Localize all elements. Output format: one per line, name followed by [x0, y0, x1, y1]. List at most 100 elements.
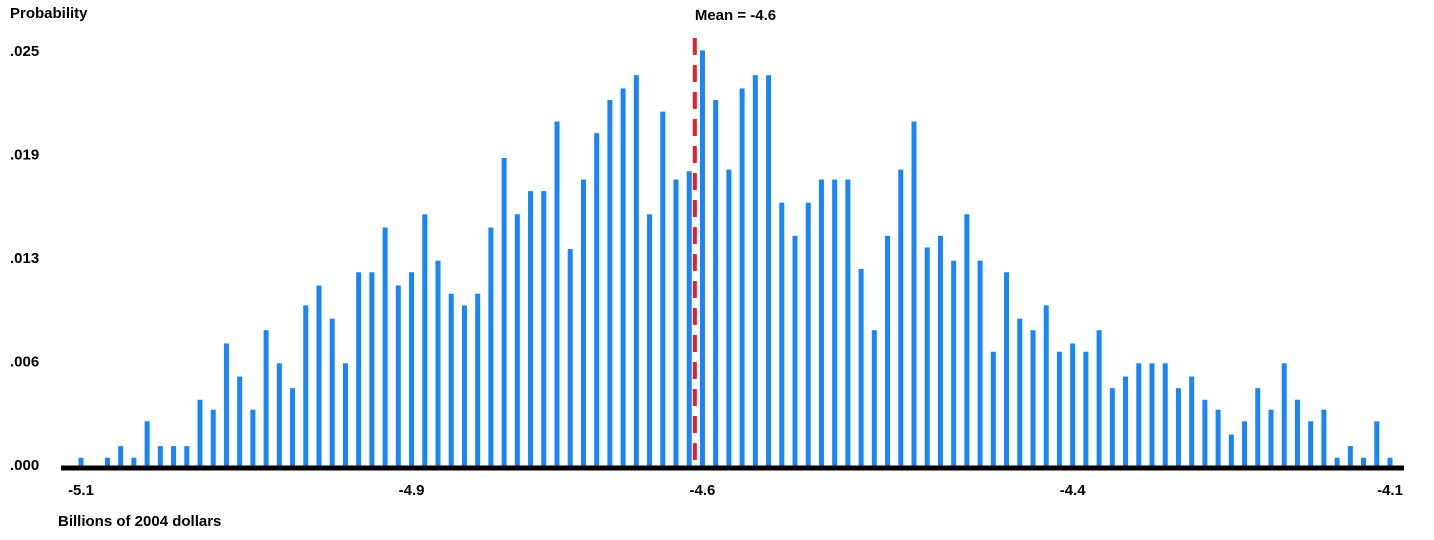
bar — [501, 157, 507, 466]
bar — [316, 285, 322, 466]
bar — [541, 191, 547, 466]
bar — [1228, 434, 1234, 466]
bar — [1162, 363, 1168, 466]
bar — [990, 351, 996, 466]
bar — [409, 272, 415, 466]
bar — [144, 421, 150, 466]
bar — [197, 399, 203, 466]
bar — [832, 179, 838, 466]
bar — [184, 446, 190, 466]
x-tick-label: -4.1 — [1377, 482, 1403, 499]
bar — [660, 111, 666, 466]
bar — [118, 446, 124, 466]
bar — [342, 363, 348, 466]
bar — [1123, 376, 1129, 466]
bar — [885, 235, 891, 466]
bar — [1030, 330, 1036, 466]
bar — [1334, 457, 1340, 466]
bar — [951, 260, 957, 466]
bar — [858, 268, 864, 466]
bar — [845, 179, 851, 466]
bar — [276, 363, 282, 466]
bar — [1043, 305, 1049, 466]
mean-annotation: Mean = -4.6 — [695, 7, 776, 24]
bar — [78, 457, 84, 466]
bar — [924, 247, 930, 466]
bar — [303, 305, 309, 466]
bar — [1242, 421, 1248, 466]
bar — [223, 343, 229, 466]
bar — [1175, 388, 1181, 466]
bar — [726, 169, 732, 467]
bar — [448, 293, 454, 466]
bar — [673, 179, 679, 466]
bar — [171, 446, 177, 466]
bar — [263, 330, 269, 466]
bar — [1361, 457, 1367, 466]
bar — [1387, 457, 1393, 466]
bar — [633, 75, 639, 467]
bar — [567, 249, 573, 466]
bar — [329, 318, 335, 466]
bar — [898, 169, 904, 467]
bar — [356, 272, 362, 466]
bar — [964, 214, 970, 466]
bar — [290, 388, 296, 466]
y-tick-label: .013 — [10, 250, 39, 267]
bar — [514, 214, 520, 466]
bar — [1070, 343, 1076, 466]
bar — [554, 121, 560, 466]
bar — [580, 179, 586, 466]
bar — [1004, 272, 1010, 466]
x-tick-label: -4.4 — [1060, 482, 1087, 499]
x-tick-label: -4.9 — [399, 482, 425, 499]
bar — [766, 75, 772, 467]
bar — [131, 457, 137, 466]
bar — [422, 214, 428, 466]
bar — [1096, 330, 1102, 466]
bar — [369, 272, 375, 466]
bar — [1374, 421, 1380, 466]
bar — [911, 121, 917, 466]
bar — [1294, 399, 1300, 466]
bar — [699, 50, 705, 467]
bar — [805, 202, 811, 467]
bar — [1136, 363, 1142, 466]
bar — [713, 100, 719, 467]
bar — [1083, 351, 1089, 466]
bar — [1268, 409, 1274, 466]
bar — [210, 409, 216, 466]
bar — [395, 285, 401, 466]
bar — [818, 179, 824, 466]
bar — [1215, 409, 1221, 466]
bar — [594, 133, 600, 467]
bar — [528, 191, 534, 466]
bar — [461, 305, 467, 466]
y-tick-label: .025 — [10, 43, 39, 60]
y-tick-label: .000 — [10, 457, 39, 474]
bar — [647, 214, 653, 466]
bar — [752, 75, 758, 467]
bar — [607, 100, 613, 467]
bar — [686, 171, 692, 466]
x-tick-label: -5.1 — [68, 482, 94, 499]
bar — [1149, 363, 1155, 466]
bar — [977, 260, 983, 466]
bar — [1308, 421, 1314, 466]
bar — [1017, 318, 1023, 466]
bar — [1189, 376, 1195, 466]
bar — [1255, 388, 1261, 466]
bar — [871, 330, 877, 466]
bar — [1056, 351, 1062, 466]
y-tick-label: .006 — [10, 353, 39, 370]
bar — [1202, 399, 1208, 466]
bar — [488, 227, 494, 466]
bar — [620, 88, 626, 466]
bar — [937, 235, 943, 466]
bar — [739, 88, 745, 466]
bar — [1281, 363, 1287, 466]
bar — [250, 409, 256, 466]
bar — [792, 235, 798, 466]
bar — [1321, 409, 1327, 466]
